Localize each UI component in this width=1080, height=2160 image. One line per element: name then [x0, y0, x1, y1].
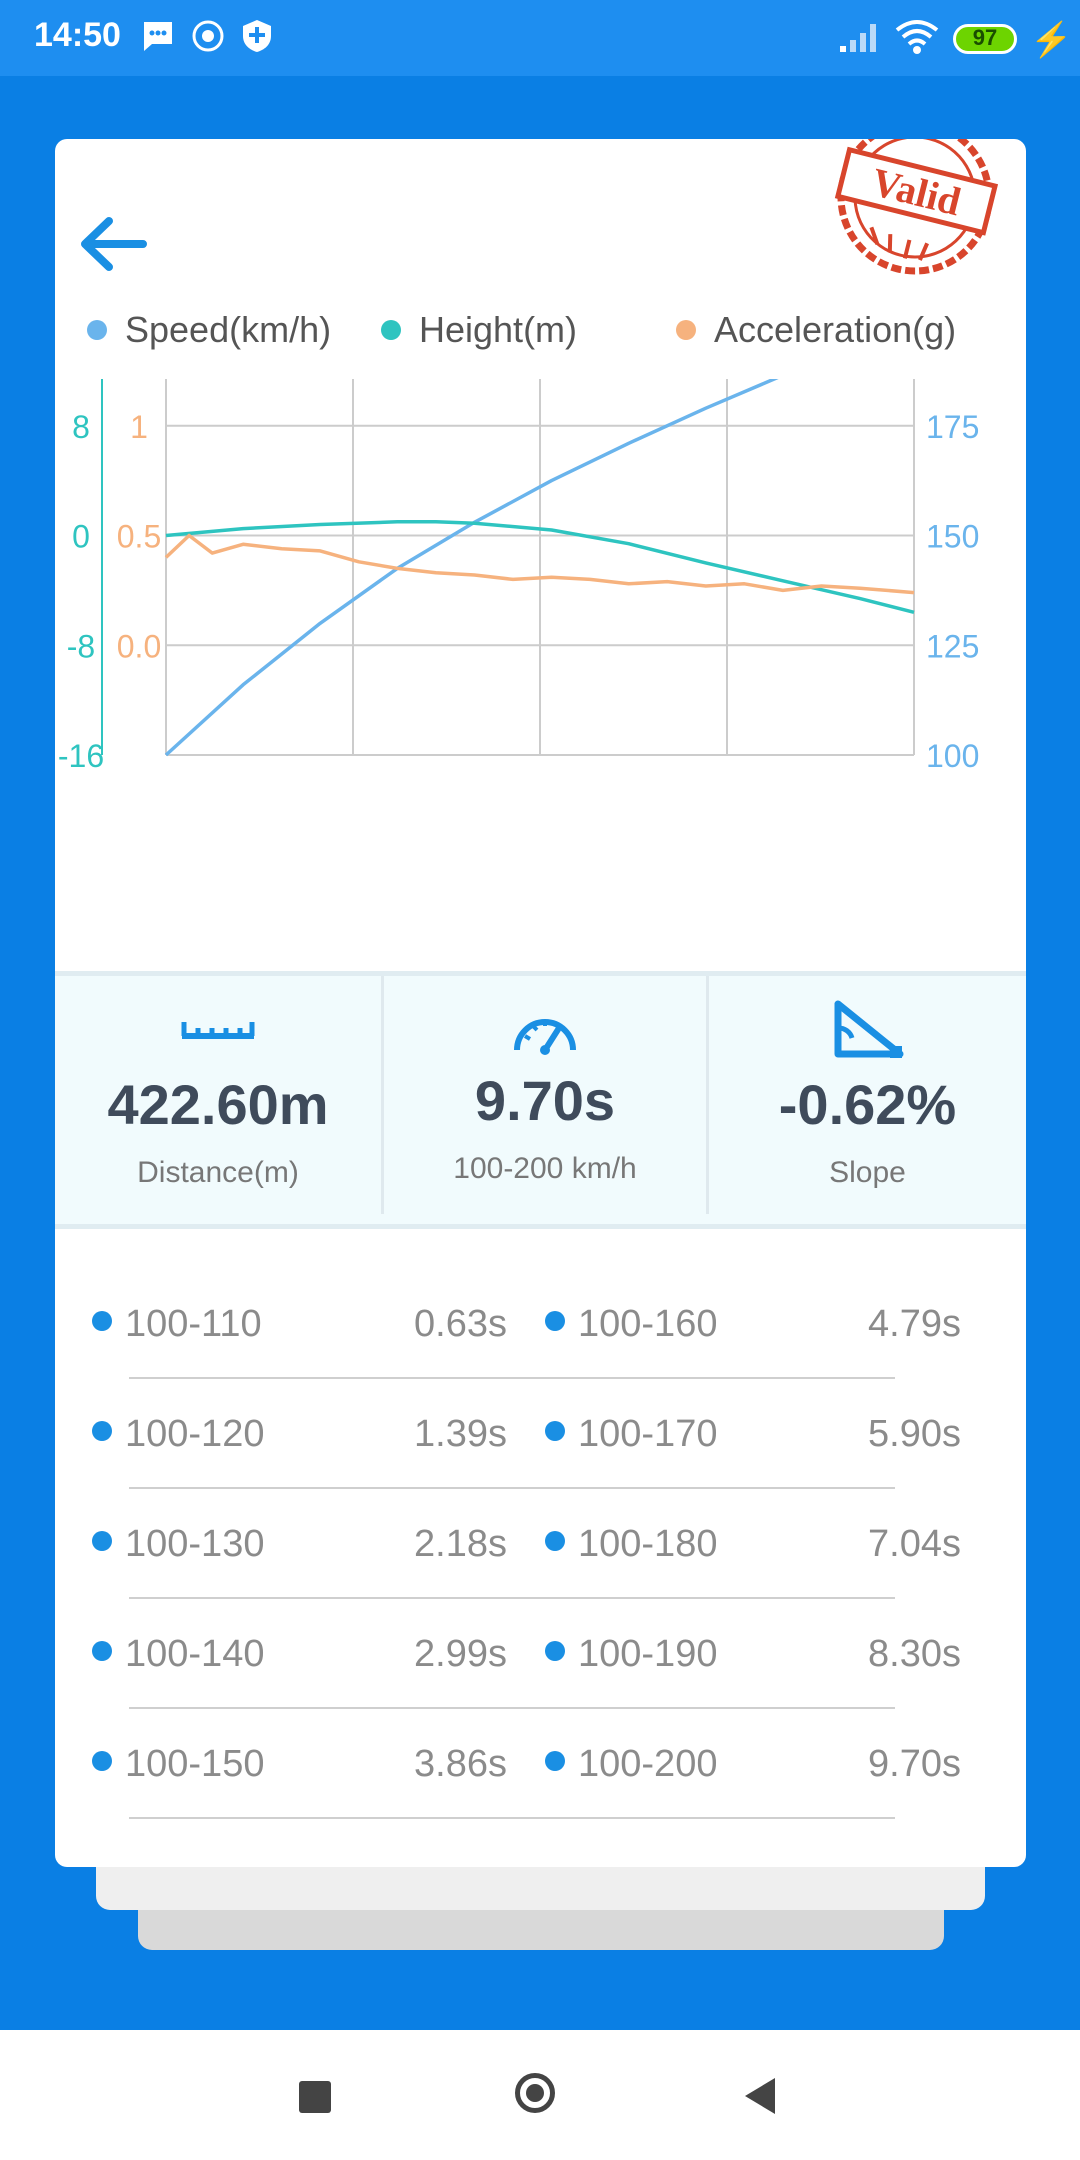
- back-triangle-icon[interactable]: [745, 2078, 775, 2114]
- stat-label: Slope: [829, 1156, 906, 1189]
- navigation-bar: [0, 2030, 1080, 2160]
- bullet-dot: [545, 1311, 565, 1331]
- split-time: 2.18s: [414, 1523, 507, 1565]
- bullet-dot: [545, 1751, 565, 1771]
- stat-distance: 422.60m Distance(m): [55, 976, 381, 1224]
- stat-label: Distance(m): [137, 1156, 299, 1189]
- bullet-dot: [92, 1421, 112, 1441]
- split-time: 9.70s: [868, 1743, 961, 1785]
- legend-item-speed: Speed(km/h): [87, 309, 331, 351]
- bullet-dot: [92, 1311, 112, 1331]
- table-row: 100-140 2.99s 100-190 8.30s: [55, 1599, 1026, 1709]
- bullet-dot: [92, 1641, 112, 1661]
- split-label: 100-200: [578, 1743, 718, 1785]
- split-label: 100-140: [125, 1633, 265, 1675]
- recents-square-icon[interactable]: [299, 2081, 331, 2113]
- height-tick-label: 8: [72, 409, 90, 445]
- stat-value: 9.70s: [474, 1069, 616, 1132]
- slope-icon: [834, 1000, 903, 1058]
- shield-icon: [243, 20, 271, 52]
- ruler-icon: [181, 1022, 255, 1039]
- speed-tick-label: 150: [926, 519, 979, 555]
- svg-text:Valid: Valid: [867, 159, 965, 224]
- legend-dot: [381, 320, 401, 340]
- table-row: 100-110 0.63s 100-160 4.79s: [55, 1269, 1026, 1379]
- height-tick-label: -16: [58, 738, 104, 774]
- bullet-dot: [545, 1641, 565, 1661]
- split-time: 0.63s: [414, 1303, 507, 1345]
- legend-item-height: Height(m): [381, 309, 577, 351]
- split-time: 1.39s: [414, 1413, 507, 1455]
- split-label: 100-150: [125, 1743, 265, 1785]
- row-divider: [129, 1707, 895, 1709]
- series-line-height-m-: [165, 520, 915, 614]
- legend-item-acceleration: Acceleration(g): [676, 309, 956, 351]
- split-time: 7.04s: [868, 1523, 961, 1565]
- split-label: 100-180: [578, 1523, 718, 1565]
- valid-stamp: Valid: [834, 139, 999, 275]
- stat-divider: [706, 976, 709, 1214]
- series-line-speed-km-h-: [164, 379, 779, 757]
- run-chart: 1680-8-161.510.50.0200175150125100: [58, 379, 979, 774]
- home-circle-icon[interactable]: [515, 2073, 555, 2113]
- split-time: 3.86s: [414, 1743, 507, 1785]
- wifi-icon: [895, 20, 939, 54]
- chart-legend: Speed(km/h) Height(m) Acceleration(g): [55, 309, 1026, 369]
- status-bar: 14:50 97 ⚡: [0, 0, 1080, 76]
- speedometer-icon: [514, 1019, 576, 1055]
- legend-label: Height(m): [419, 309, 578, 350]
- stat-value: 422.60m: [107, 1073, 329, 1136]
- split-time: 4.79s: [868, 1303, 961, 1345]
- speed-tick-label: 175: [926, 409, 979, 445]
- acceleration-tick-label: 0.0: [117, 628, 161, 664]
- table-row: 100-130 2.18s 100-180 7.04s: [55, 1489, 1026, 1599]
- row-divider: [129, 1377, 895, 1379]
- battery-level: 97: [972, 25, 998, 50]
- series-line-acceleration-g-: [164, 533, 915, 595]
- acceleration-tick-label: 0.5: [117, 519, 161, 555]
- bullet-dot: [92, 1531, 112, 1551]
- row-divider: [129, 1817, 895, 1819]
- battery-icon: 97: [953, 24, 1017, 54]
- table-row: 100-120 1.39s 100-170 5.90s: [55, 1379, 1026, 1489]
- legend-label: Acceleration(g): [714, 309, 957, 350]
- bullet-dot: [92, 1751, 112, 1771]
- arrow-left-icon[interactable]: [73, 209, 153, 279]
- split-label: 100-120: [125, 1413, 265, 1455]
- stat-slope: -0.62% Slope: [709, 976, 1026, 1224]
- split-time: 5.90s: [868, 1413, 961, 1455]
- speed-tick-label: 100: [926, 738, 979, 774]
- legend-dot: [676, 320, 696, 340]
- result-card: Valid Speed(km/h) Height(m) Acceleration…: [55, 139, 1026, 1867]
- table-row: 100-150 3.86s 100-200 9.70s: [55, 1709, 1026, 1819]
- row-divider: [129, 1597, 895, 1599]
- status-time: 14:50: [34, 16, 121, 54]
- stat-divider: [381, 976, 384, 1214]
- acceleration-tick-label: 1: [130, 409, 148, 445]
- split-label: 100-170: [578, 1413, 718, 1455]
- split-time: 2.99s: [414, 1633, 507, 1675]
- height-tick-label: -8: [67, 628, 95, 664]
- legend-dot: [87, 320, 107, 340]
- bullet-dot: [545, 1531, 565, 1551]
- charging-icon: ⚡: [1030, 21, 1073, 59]
- split-time: 8.30s: [868, 1633, 961, 1675]
- legend-label: Speed(km/h): [125, 309, 332, 350]
- height-tick-label: 0: [72, 519, 90, 555]
- stats-panel: 422.60m Distance(m) 9.70s 100-200 km/h -…: [55, 971, 1026, 1229]
- split-label: 100-160: [578, 1303, 718, 1345]
- split-label: 100-190: [578, 1633, 718, 1675]
- droid-icon: [192, 20, 224, 52]
- message-icon: [144, 22, 172, 51]
- stat-time: 9.70s 100-200 km/h: [384, 976, 706, 1224]
- signal-icon: [840, 24, 876, 52]
- split-label: 100-130: [125, 1523, 265, 1565]
- bullet-dot: [545, 1421, 565, 1441]
- stat-label: 100-200 km/h: [453, 1152, 637, 1185]
- speed-tick-label: 125: [926, 628, 979, 664]
- stat-value: -0.62%: [778, 1073, 957, 1136]
- row-divider: [129, 1487, 895, 1489]
- split-label: 100-110: [125, 1303, 262, 1345]
